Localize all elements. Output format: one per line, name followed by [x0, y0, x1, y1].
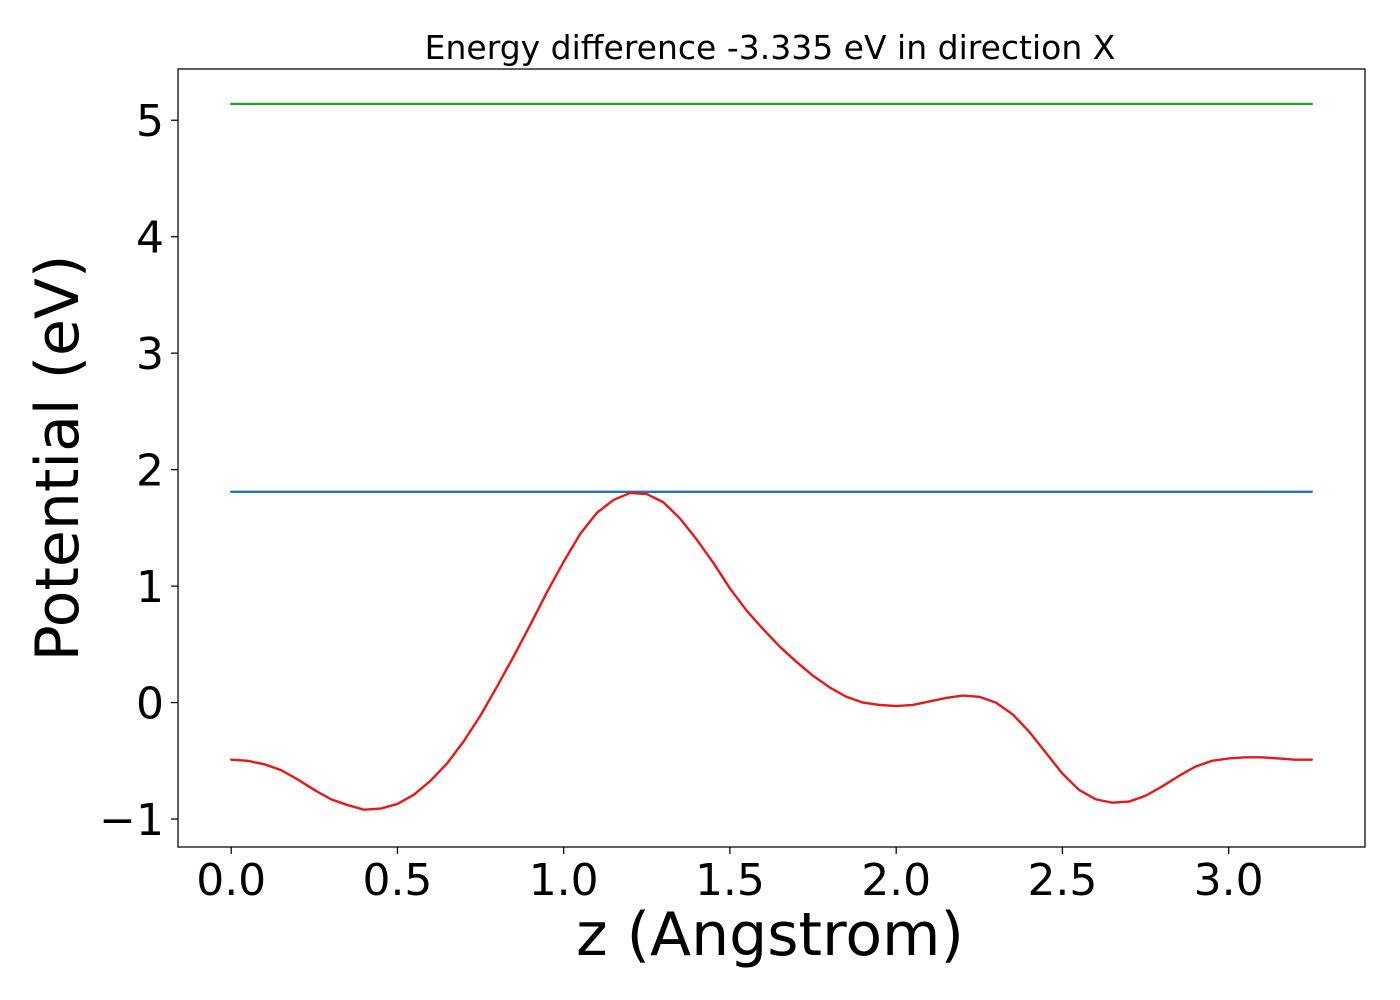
x-tick-label: 0.0	[196, 855, 266, 906]
y-tick-label: 1	[136, 562, 164, 613]
x-tick-label: 1.0	[529, 855, 599, 906]
y-axis: −1 0 1 2 3 4 5	[99, 96, 178, 846]
x-axis-label: z (Angstrom)	[576, 900, 964, 970]
plot-frame	[177, 68, 1366, 848]
x-tick-label: 2.5	[1027, 855, 1097, 906]
y-tick-label: 3	[136, 329, 164, 380]
y-tick-label: 5	[136, 96, 164, 147]
chart-title: Energy difference -3.335 eV in direction…	[425, 28, 1116, 67]
x-axis: 0.0 0.5 1.0 1.5 2.0 2.5 3.0	[196, 847, 1264, 906]
x-tick-label: 0.5	[362, 855, 432, 906]
y-tick-label: −1	[99, 795, 164, 846]
y-tick-label: 2	[136, 446, 164, 497]
x-tick-label: 3.0	[1194, 855, 1264, 906]
y-axis-label: Potential (eV)	[23, 255, 93, 662]
series-line-2	[229, 491, 1314, 811]
x-tick-label: 2.0	[861, 855, 931, 906]
y-tick-label: 0	[136, 679, 164, 730]
series-layer	[229, 102, 1314, 811]
x-tick-label: 1.5	[695, 855, 765, 906]
y-tick-label: 4	[136, 213, 164, 264]
